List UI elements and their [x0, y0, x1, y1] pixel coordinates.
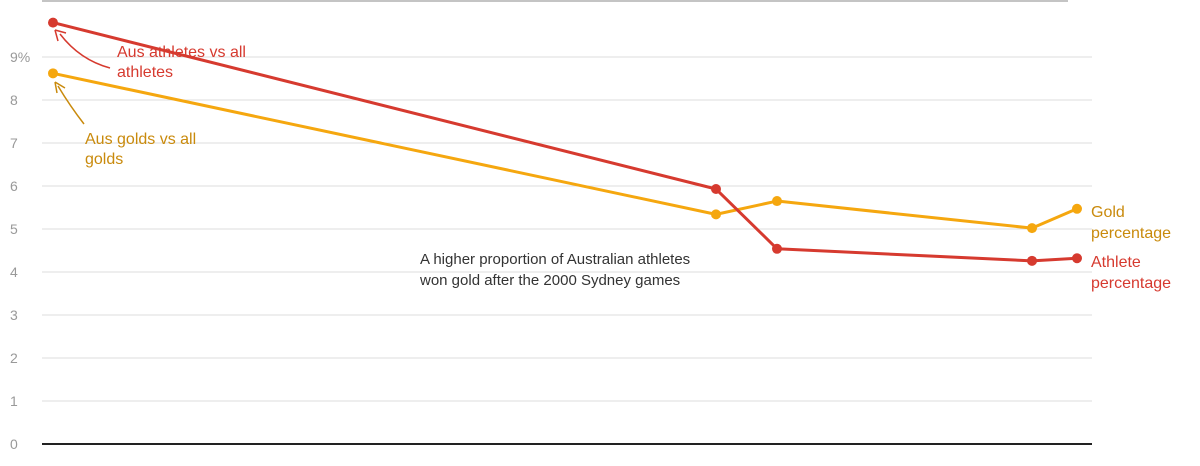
- athlete-end-label-line2: percentage: [1091, 275, 1171, 292]
- y-tick-label: 4: [10, 264, 18, 280]
- gold-end-label-line2: percentage: [1091, 225, 1171, 242]
- y-tick-label: 8: [10, 92, 18, 108]
- gold-end-label-line1: Gold: [1091, 204, 1125, 221]
- y-tick-label: 2: [10, 350, 18, 366]
- y-tick-label: 7: [10, 135, 18, 151]
- series-points: [48, 17, 1082, 266]
- athletes-point-2: [711, 184, 721, 195]
- golds-point-4: [1027, 223, 1037, 234]
- golds-point-2: [711, 209, 721, 220]
- gridlines: [42, 56, 1092, 402]
- athlete-end-label-line1: Athlete: [1091, 254, 1141, 271]
- y-tick-label: 9%: [10, 49, 30, 65]
- golds-arrow-head-icon: [54, 81, 66, 94]
- golds-annotation-arrow: [57, 85, 85, 125]
- note-line1: A higher proportion of Australian athlet…: [420, 251, 690, 268]
- y-tick-label: 5: [10, 221, 18, 237]
- y-tick-label: 6: [10, 178, 18, 194]
- athletes-start-label-line1: Aus athletes vs all: [117, 44, 246, 61]
- y-tick-label: 0: [10, 436, 18, 452]
- golds-point-5: [1072, 203, 1082, 214]
- athletes-point-3: [772, 243, 782, 254]
- athletes-start-label-line2: athletes: [117, 64, 173, 81]
- y-axis-tick-labels: 0 1 2 3 4 5 6 7 8 9%: [10, 49, 30, 452]
- note-line2: won gold after the 2000 Sydney games: [419, 272, 680, 289]
- athletes-point-1: [48, 17, 58, 28]
- athletes-point-4: [1027, 255, 1037, 266]
- athletes-point-5: [1072, 253, 1082, 264]
- golds-start-label-line2: golds: [85, 151, 123, 168]
- golds-point-3: [772, 196, 782, 207]
- athletes-arrow-head-icon: [54, 29, 67, 42]
- golds-point-1: [48, 68, 58, 79]
- y-tick-label: 1: [10, 393, 18, 409]
- golds-start-label-line1: Aus golds vs all: [85, 131, 196, 148]
- y-tick-label: 3: [10, 307, 18, 323]
- athletes-annotation-arrow: [59, 33, 111, 69]
